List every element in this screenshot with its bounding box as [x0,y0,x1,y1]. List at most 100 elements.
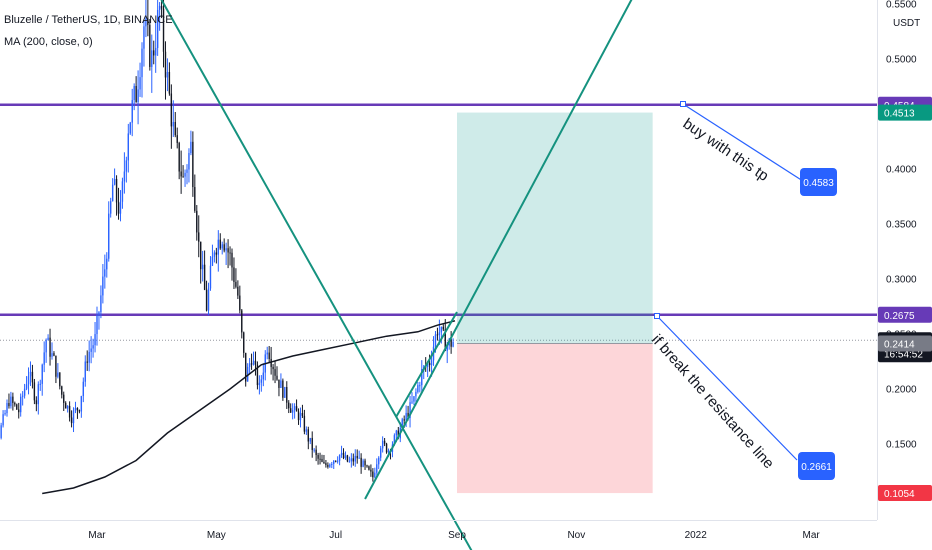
candle-body-131 [237,286,239,296]
price-tag-text-5: 0.1054 [884,489,915,500]
x-tick-4: Nov [567,530,585,541]
callout-bubble-text-0: 0.4583 [803,178,834,189]
candle-body-42 [63,394,65,403]
price-tag-2 [878,104,932,121]
candle-body-23 [25,384,28,389]
candle-body-12 [4,413,6,415]
candle-body-211 [393,435,396,445]
candle-body-106 [188,153,190,170]
candle-body-85 [147,18,149,25]
candle-body-216 [403,419,405,421]
candle-body-16 [12,396,14,403]
candle-body-118 [211,256,214,266]
indicator-legend: MA (200, close, 0) [4,36,93,48]
candle-body-58 [94,334,96,346]
candle-body-197 [366,465,368,467]
candle-body-10 [0,425,2,438]
candle-body-70 [117,202,120,214]
candle-body-91 [158,5,161,10]
candle-body-136 [246,366,249,382]
candle-body-150 [274,369,276,376]
candle-body-220 [411,401,413,403]
trendline-0 [160,0,473,550]
candle-body-41 [61,386,63,395]
candle-body-29 [37,384,40,405]
candle-body-159 [291,410,294,413]
candle-body-156 [286,387,288,403]
candle-body-84 [145,18,147,27]
y-tick-1: 0.5000 [886,55,917,66]
candle-body-193 [358,457,360,459]
candle-body-119 [213,252,216,257]
candle-body-132 [239,295,241,311]
candle-body-174 [321,459,323,462]
candle-body-71 [119,201,122,214]
candle-body-100 [176,135,178,143]
candle-body-187 [346,455,349,462]
x-tick-1: May [207,530,226,541]
candle-body-25 [29,371,32,377]
candle-body-81 [139,77,141,90]
candle-body-175 [323,461,325,464]
candle-body-206 [383,440,386,444]
candle-body-126 [227,248,229,253]
candle-body-98 [172,121,175,127]
candle-body-194 [360,457,362,467]
candle-body-19 [18,409,20,413]
candle-body-228 [426,363,429,367]
candle-body-20 [19,396,22,413]
price-tag-time-3: 16:54:52 [884,349,923,360]
candle-body-191 [354,455,356,462]
candle-body-155 [284,387,286,398]
candle-body-47 [72,410,75,424]
candle-body-179 [331,463,333,465]
candle-body-68 [113,178,116,185]
take-profit-zone [457,112,653,344]
x-tick-3: Sep [448,530,466,541]
candle-body-107 [190,141,192,154]
candle-body-148 [270,358,272,367]
candle-body-188 [348,461,351,463]
candle-body-93 [162,8,165,52]
candle-body-40 [59,372,61,387]
candle-body-87 [151,50,153,67]
candle-body-161 [295,406,298,412]
ma-200-line [42,320,456,495]
candle-body-218 [407,412,409,418]
candle-body-186 [344,455,347,459]
candle-body-128 [231,252,233,268]
candle-body-80 [137,89,139,103]
candle-body-204 [379,448,382,458]
x-tick-6: Mar [803,530,821,541]
candle-body-37 [53,353,55,356]
candle-body-65 [108,213,110,259]
candle-body-26 [31,371,34,383]
candle-body-94 [164,51,167,78]
candle-body-79 [135,85,137,103]
candle-body-213 [397,430,400,439]
candle-body-237 [444,329,446,351]
candle-body-49 [76,407,79,411]
callout-text-0: buy with this tp [680,115,772,185]
candle-body-50 [78,410,81,412]
candle-body-120 [215,252,218,255]
candle-body-64 [106,258,108,270]
candle-body-34 [47,337,49,341]
candle-body-24 [27,376,30,385]
candle-body-53 [84,361,86,382]
y-tick-4: 0.3500 [886,220,917,231]
candle-body-173 [319,458,321,460]
candle-body-235 [440,326,443,333]
candle-body-66 [109,201,112,214]
candle-body-72 [121,181,124,202]
candle-body-105 [186,169,188,173]
candle-body-138 [250,363,253,365]
candle-body-27 [33,382,36,401]
candle-body-190 [352,458,355,462]
candle-body-88 [153,50,155,56]
candle-body-152 [278,379,280,388]
candle-body-38 [55,355,57,377]
candle-body-95 [166,72,169,78]
candle-body-225 [421,369,423,386]
